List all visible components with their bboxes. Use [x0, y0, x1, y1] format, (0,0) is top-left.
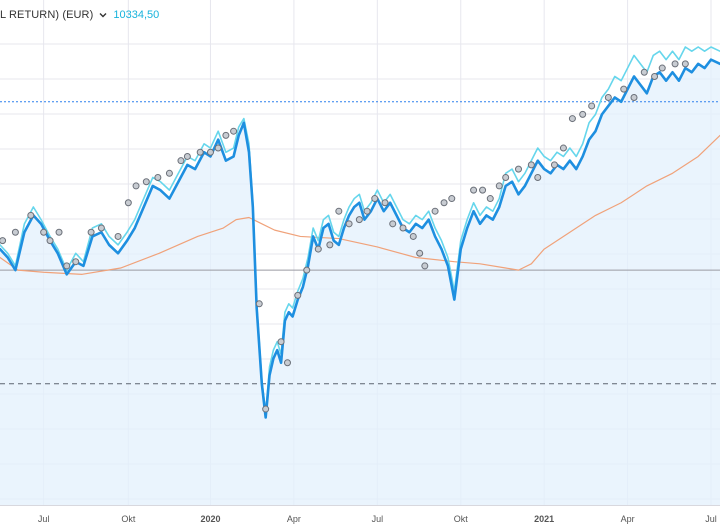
data-point: [11, 228, 19, 236]
data-point: [568, 115, 576, 123]
data-point: [40, 228, 48, 236]
data-point: [355, 216, 363, 224]
series-line-moving-average: [0, 134, 720, 275]
data-point: [55, 228, 63, 236]
data-point: [363, 207, 371, 215]
data-point: [559, 144, 567, 152]
data-point: [97, 224, 105, 232]
data-point: [46, 237, 54, 245]
chart-header: L RETURN) (EUR) 10334,50: [0, 6, 159, 24]
data-point: [87, 228, 95, 236]
x-tick-label: Apr: [621, 514, 635, 524]
data-point: [502, 174, 510, 182]
data-point: [448, 195, 456, 203]
data-point: [479, 186, 487, 194]
data-point: [421, 262, 429, 270]
data-point: [431, 207, 439, 215]
data-point: [114, 232, 122, 240]
data-point: [165, 169, 173, 177]
data-point: [326, 241, 334, 249]
data-point: [255, 300, 263, 308]
data-point: [335, 207, 343, 215]
series-line-total-return: [0, 58, 720, 419]
x-tick-label: Apr: [287, 514, 301, 524]
data-point: [527, 161, 535, 169]
data-point: [630, 94, 638, 102]
area-fill: [0, 59, 720, 505]
data-point: [214, 144, 222, 152]
data-point: [183, 152, 191, 160]
data-point: [658, 64, 666, 72]
data-point: [262, 405, 270, 413]
data-point: [314, 245, 322, 253]
data-point: [132, 182, 140, 190]
x-tick-label: 2021: [534, 514, 554, 524]
data-point: [0, 237, 7, 245]
data-point: [409, 232, 417, 240]
data-markers: [0, 60, 689, 413]
data-point: [222, 131, 230, 139]
data-point: [416, 249, 424, 257]
data-point: [27, 211, 35, 219]
data-point: [495, 182, 503, 190]
data-point: [470, 186, 478, 194]
data-point: [196, 148, 204, 156]
data-point: [640, 68, 648, 76]
data-point: [381, 199, 389, 207]
data-point: [515, 165, 523, 173]
x-tick-label: Okt: [454, 514, 469, 524]
data-point: [399, 224, 407, 232]
x-tick-label: Jul: [38, 514, 50, 524]
data-point: [440, 199, 448, 207]
data-point: [283, 359, 291, 367]
data-point: [177, 157, 185, 165]
data-point: [154, 174, 162, 182]
data-point: [588, 102, 596, 110]
data-point: [142, 178, 150, 186]
x-tick-label: Jul: [705, 514, 717, 524]
data-point: [277, 338, 285, 346]
data-point: [604, 94, 612, 102]
data-point: [389, 220, 397, 228]
data-point: [230, 127, 238, 135]
data-point: [63, 262, 71, 270]
data-point: [345, 220, 353, 228]
data-point: [550, 161, 558, 169]
data-point: [294, 291, 302, 299]
current-value: 10334,50: [113, 9, 160, 21]
chevron-down-icon[interactable]: [97, 9, 109, 21]
data-point: [72, 258, 80, 266]
data-point: [371, 195, 379, 203]
x-tick-label: Jul: [372, 514, 384, 524]
data-point: [620, 85, 628, 93]
data-point: [124, 199, 132, 207]
x-tick-label: 2020: [200, 514, 220, 524]
data-point: [671, 60, 679, 68]
series-title: L RETURN) (EUR): [0, 9, 94, 21]
data-point: [303, 266, 311, 274]
data-point: [534, 174, 542, 182]
data-point: [206, 148, 214, 156]
data-point: [579, 110, 587, 118]
data-point: [681, 60, 689, 68]
x-tick-label: Okt: [121, 514, 136, 524]
data-point: [486, 195, 494, 203]
data-point: [651, 72, 659, 80]
